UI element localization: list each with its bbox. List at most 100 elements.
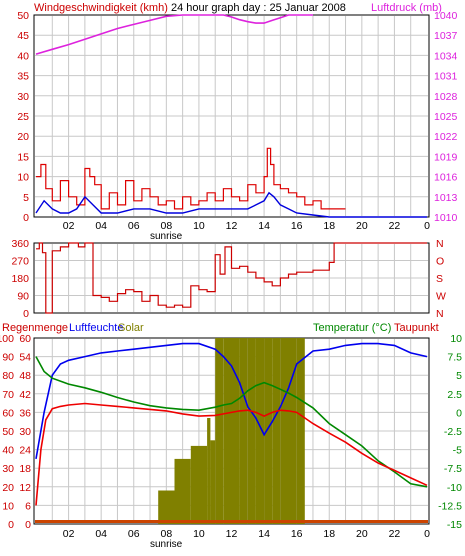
dewpoint-line xyxy=(35,402,428,506)
direction-y-tick-label: 0 xyxy=(23,308,29,320)
temperature-y-tick-label: -2.5 xyxy=(444,426,462,438)
solar-bar xyxy=(190,445,208,524)
humidity-y-tick-label: 60 xyxy=(2,407,14,419)
solar-bar xyxy=(247,338,256,524)
direction-y-tick-label: 360 xyxy=(11,238,29,250)
x-tick-label: 16 xyxy=(291,528,303,540)
pressure-axis-label: Luftdruck (mb) xyxy=(371,2,442,14)
temperature-y-tick-label: -10 xyxy=(447,482,462,494)
temperature-y-tick-label: 0 xyxy=(456,407,462,419)
solar-bar xyxy=(280,338,289,524)
wind-y-tick-label: 45 xyxy=(17,30,29,42)
temperature-y-tick-label: 5 xyxy=(456,370,462,382)
temperature-line xyxy=(35,356,428,488)
pressure-y-tick-label: 1025 xyxy=(434,111,458,123)
solar-bar xyxy=(264,338,273,524)
pressure-y-tick-label: 1016 xyxy=(434,172,458,184)
pressure-y-tick-label: 1034 xyxy=(434,50,458,62)
rain-y-tick-label: 54 xyxy=(19,352,31,364)
legend-rain: Regenmenge xyxy=(2,322,68,334)
pressure-line xyxy=(35,14,313,55)
x-tick-label: 04 xyxy=(95,528,107,540)
rain-y-tick-label: 30 xyxy=(19,426,31,438)
solar-bar xyxy=(231,338,240,524)
wind-y-tick-label: 15 xyxy=(17,151,29,163)
compass-tick-label: S xyxy=(436,273,443,285)
rain-y-tick-label: 48 xyxy=(19,370,31,382)
temperature-y-tick-label: 2.5 xyxy=(447,389,462,401)
wind-y-tick-label: 35 xyxy=(17,71,29,83)
solar-bar xyxy=(223,338,232,524)
wind-y-tick-label: 5 xyxy=(23,192,29,204)
compass-tick-label: O xyxy=(436,256,444,268)
compass-tick-label: N xyxy=(436,238,444,250)
pressure-y-tick-label: 1037 xyxy=(434,30,458,42)
sunrise-label-wind: sunrise xyxy=(150,231,183,242)
pressure-y-tick-label: 1022 xyxy=(434,131,458,143)
x-tick-label: 14 xyxy=(258,220,270,232)
humidity-y-tick-label: 30 xyxy=(2,463,14,475)
x-tick-label: 20 xyxy=(356,220,368,232)
pressure-y-tick-label: 1010 xyxy=(434,212,458,224)
compass-tick-label: W xyxy=(436,291,446,303)
pressure-y-tick-label: 1040 xyxy=(434,10,458,22)
rain-y-tick-label: 42 xyxy=(19,389,31,401)
x-tick-label: 02 xyxy=(63,220,75,232)
solar-bar xyxy=(296,338,305,524)
temperature-y-tick-label: 10 xyxy=(450,333,462,345)
wind-y-tick-label: 40 xyxy=(17,50,29,62)
wind-y-tick-label: 0 xyxy=(23,212,29,224)
x-tick-label: 10 xyxy=(193,528,205,540)
x-tick-label: 10 xyxy=(193,220,205,232)
direction-y-tick-label: 270 xyxy=(11,256,29,268)
legend-temperature: Temperatur (°C) xyxy=(313,322,391,334)
x-tick-label: 18 xyxy=(323,528,335,540)
wind-y-tick-label: 50 xyxy=(17,10,29,22)
x-tick-label: 12 xyxy=(226,220,238,232)
x-tick-label: 12 xyxy=(226,528,238,540)
humidity-y-tick-label: 100 xyxy=(0,333,14,345)
wind-speed-axis-label: Windgeschwindigkeit (kmh) xyxy=(34,2,168,14)
temperature-y-tick-label: -7.5 xyxy=(444,463,462,475)
temperature-y-tick-label: -5 xyxy=(453,445,462,457)
graph-title: 24 hour graph day : 25 Januar 2008 xyxy=(171,2,346,14)
rain-y-tick-label: 24 xyxy=(19,445,31,457)
humidity-y-tick-label: 50 xyxy=(2,426,14,438)
solar-bar xyxy=(158,490,175,524)
x-tick-label: 08 xyxy=(160,220,172,232)
sunrise-label-climate: sunrise xyxy=(150,539,183,550)
humidity-y-tick-label: 80 xyxy=(2,370,14,382)
temperature-y-tick-label: -15 xyxy=(447,519,462,531)
humidity-y-tick-label: 20 xyxy=(2,482,14,494)
legend-dewpoint: Taupunkt xyxy=(394,322,439,334)
wind-y-tick-label: 25 xyxy=(17,111,29,123)
x-tick-label: 14 xyxy=(258,528,270,540)
solar-bar xyxy=(210,440,216,524)
humidity-y-tick-label: 70 xyxy=(2,389,14,401)
x-tick-label: 08 xyxy=(160,528,172,540)
rain-y-tick-label: 0 xyxy=(25,519,31,531)
rain-y-tick-label: 60 xyxy=(19,333,31,345)
wind-gust-line xyxy=(36,147,346,210)
legend-humidity: Luftfeuchte xyxy=(69,322,123,334)
solar-bar xyxy=(174,458,191,524)
rain-y-tick-label: 6 xyxy=(25,500,31,512)
humidity-y-tick-label: 0 xyxy=(8,519,14,531)
pressure-y-tick-label: 1031 xyxy=(434,71,458,83)
wind-y-tick-label: 10 xyxy=(17,172,29,184)
x-tick-label: 18 xyxy=(323,220,335,232)
temperature-y-tick-label: -12.5 xyxy=(438,500,462,512)
x-tick-label: 06 xyxy=(128,528,140,540)
wind-y-tick-label: 30 xyxy=(17,91,29,103)
wind-direction-line xyxy=(36,242,427,314)
humidity-y-tick-label: 40 xyxy=(2,445,14,457)
pressure-y-tick-label: 1028 xyxy=(434,91,458,103)
direction-y-tick-label: 180 xyxy=(11,273,29,285)
x-tick-label: 06 xyxy=(128,220,140,232)
pressure-y-tick-label: 1019 xyxy=(434,151,458,163)
solar-bar xyxy=(288,338,297,524)
temperature-y-tick-label: 7.5 xyxy=(447,352,462,364)
x-tick-label: 22 xyxy=(389,220,401,232)
solar-bar xyxy=(215,338,224,524)
solar-bar xyxy=(272,338,281,524)
